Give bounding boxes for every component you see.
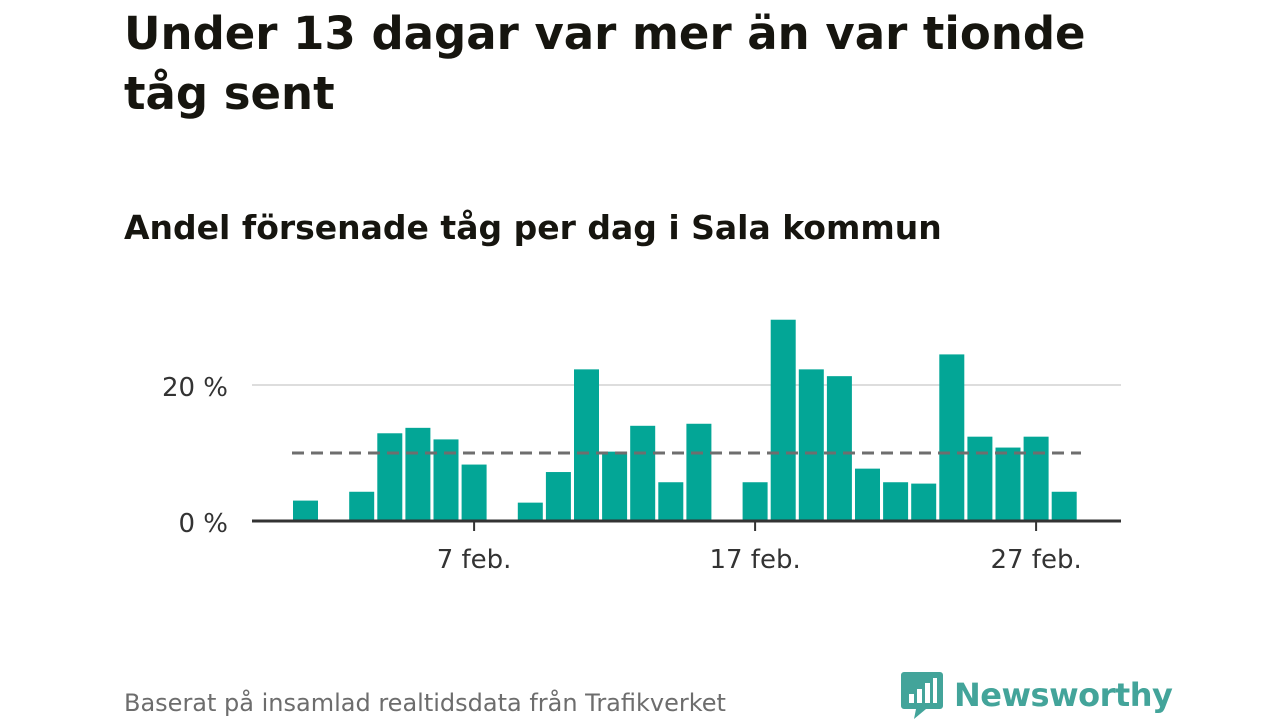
x-tick-label: 7 feb. <box>437 545 512 575</box>
bar <box>349 491 375 521</box>
bar <box>967 436 993 521</box>
y-tick-label: 0 % <box>178 509 228 539</box>
brand-logo: Newsworthy <box>900 670 1173 720</box>
bar <box>405 427 431 521</box>
bar <box>939 354 965 521</box>
bar <box>1023 436 1049 521</box>
chart-title: Under 13 dagar var mer än var tionde tåg… <box>124 7 1086 120</box>
bar <box>686 423 712 521</box>
bar <box>855 468 880 521</box>
bar <box>630 425 656 521</box>
brand-name: Newsworthy <box>954 676 1173 714</box>
bar <box>742 482 768 521</box>
bar <box>995 447 1021 521</box>
bar <box>461 464 487 521</box>
bar <box>826 376 852 521</box>
bar <box>293 500 318 521</box>
bar <box>770 319 796 521</box>
bar <box>883 482 909 521</box>
source-note: Baserat på insamlad realtidsdata från Tr… <box>124 689 726 717</box>
bar <box>574 369 599 521</box>
bar <box>517 502 543 521</box>
newsworthy-chart-bubble-icon <box>901 672 943 719</box>
bar <box>602 451 628 521</box>
bar <box>798 369 824 521</box>
x-tick-label: 17 feb. <box>709 545 800 575</box>
chart-subtitle: Andel försenade tåg per dag i Sala kommu… <box>124 208 942 247</box>
x-tick-label: 27 feb. <box>990 545 1081 575</box>
bar <box>1051 491 1077 521</box>
bar <box>545 472 571 521</box>
bar <box>658 482 684 521</box>
bar <box>377 433 403 521</box>
bar <box>911 483 937 521</box>
y-tick-label: 20 % <box>162 373 228 403</box>
